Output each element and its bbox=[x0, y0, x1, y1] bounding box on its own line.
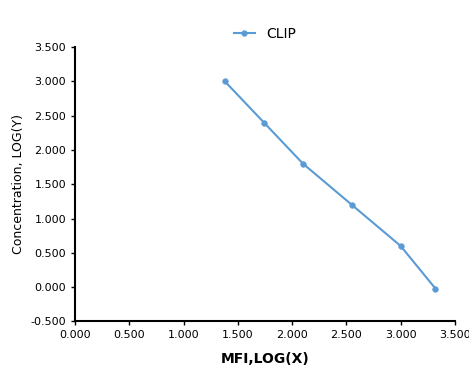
X-axis label: MFI,LOG(X): MFI,LOG(X) bbox=[220, 352, 310, 366]
CLIP bbox=[349, 202, 355, 207]
Legend: CLIP: CLIP bbox=[228, 21, 302, 46]
CLIP bbox=[300, 162, 306, 166]
CLIP bbox=[222, 79, 227, 84]
CLIP bbox=[261, 120, 267, 125]
Y-axis label: Concentration, LOG(Y): Concentration, LOG(Y) bbox=[12, 114, 25, 254]
Line: CLIP: CLIP bbox=[222, 78, 438, 291]
CLIP bbox=[398, 243, 403, 249]
CLIP bbox=[432, 286, 438, 291]
